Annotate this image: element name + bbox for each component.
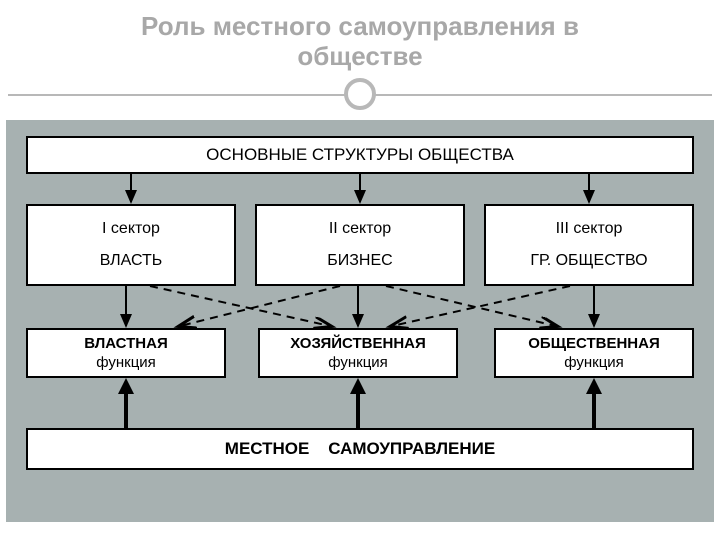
sector-3-line1: III сектор [556, 220, 623, 238]
box-local-government-label: МЕСТНОЕ САМОУПРАВЛЕНИЕ [225, 439, 495, 459]
box-function-authority: ВЛАСТНАЯ функция [26, 328, 226, 378]
sector-2-line2: БИЗНЕС [327, 252, 392, 270]
box-sector-1: I сектор ВЛАСТЬ [26, 204, 236, 286]
box-main-structures-label: ОСНОВНЫЕ СТРУКТУРЫ ОБЩЕСТВА [206, 145, 514, 165]
box-function-public: ОБЩЕСТВЕННАЯ функция [494, 328, 694, 378]
sector-1-line1: I сектор [102, 220, 160, 238]
slide: Роль местного самоуправления в обществе … [0, 0, 720, 540]
function-1-line1: ВЛАСТНАЯ [84, 335, 168, 352]
box-local-government: МЕСТНОЕ САМОУПРАВЛЕНИЕ [26, 428, 694, 470]
box-sector-3: III сектор ГР. ОБЩЕСТВО [484, 204, 694, 286]
title-line2: обществе [297, 41, 422, 71]
function-1-line2: функция [96, 354, 156, 371]
function-3-line2: функция [564, 354, 624, 371]
box-function-economic: ХОЗЯЙСТВЕННАЯ функция [258, 328, 458, 378]
function-2-line2: функция [328, 354, 388, 371]
title-divider [0, 76, 720, 112]
divider-ring-icon [344, 78, 376, 110]
box-sector-2: II сектор БИЗНЕС [255, 204, 465, 286]
slide-title: Роль местного самоуправления в обществе [0, 12, 720, 72]
box-main-structures: ОСНОВНЫЕ СТРУКТУРЫ ОБЩЕСТВА [26, 136, 694, 174]
function-2-line1: ХОЗЯЙСТВЕННАЯ [290, 335, 426, 352]
sector-1-line2: ВЛАСТЬ [100, 252, 163, 270]
function-3-line1: ОБЩЕСТВЕННАЯ [528, 335, 659, 352]
title-area: Роль местного самоуправления в обществе [0, 0, 720, 112]
sector-3-line2: ГР. ОБЩЕСТВО [530, 252, 647, 270]
sector-2-line1: II сектор [329, 220, 391, 238]
title-line1: Роль местного самоуправления в [141, 11, 579, 41]
